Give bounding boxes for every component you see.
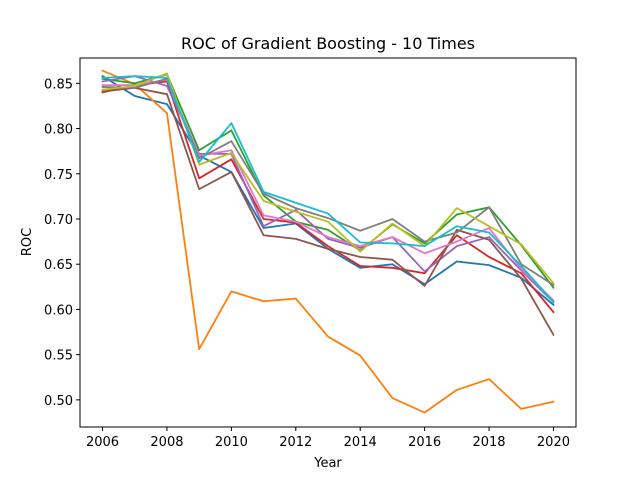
y-tick-label: 0.55 [44,349,73,364]
x-tick-label: 2020 [537,435,570,450]
chart-title: ROC of Gradient Boosting - 10 Times [181,34,475,53]
y-tick-label: 0.50 [44,394,73,409]
series-line-4 [101,80,555,314]
y-tick-label: 0.70 [44,213,73,228]
x-axis-label: Year [313,456,342,471]
series-layer [101,69,555,414]
y-tick-label: 0.85 [44,77,73,92]
series-line-10 [101,75,555,304]
y-tick-label: 0.75 [44,168,73,183]
y-tick-label: 0.65 [44,258,73,273]
x-tick-label: 2006 [86,435,119,450]
x-tick-label: 2016 [408,435,441,450]
series-line-6 [101,86,555,336]
series-line-5 [101,75,555,304]
series-line-2 [101,69,555,414]
x-tick-label: 2010 [215,435,248,450]
y-axis: 0.50 0.55 0.60 0.65 0.70 0.75 0.80 0.85 [44,77,80,409]
series-line-3 [101,73,555,289]
y-axis-label: ROC [20,228,35,256]
plot-frame [79,57,577,428]
x-axis: 2006 2008 2010 2012 2014 2016 2018 2020 [86,427,570,450]
y-tick-label: 0.80 [44,123,73,138]
y-tick-label: 0.60 [44,303,73,318]
x-tick-label: 2012 [279,435,312,450]
x-tick-label: 2008 [150,435,183,450]
x-tick-label: 2014 [344,435,377,450]
x-tick-label: 2018 [472,435,505,450]
